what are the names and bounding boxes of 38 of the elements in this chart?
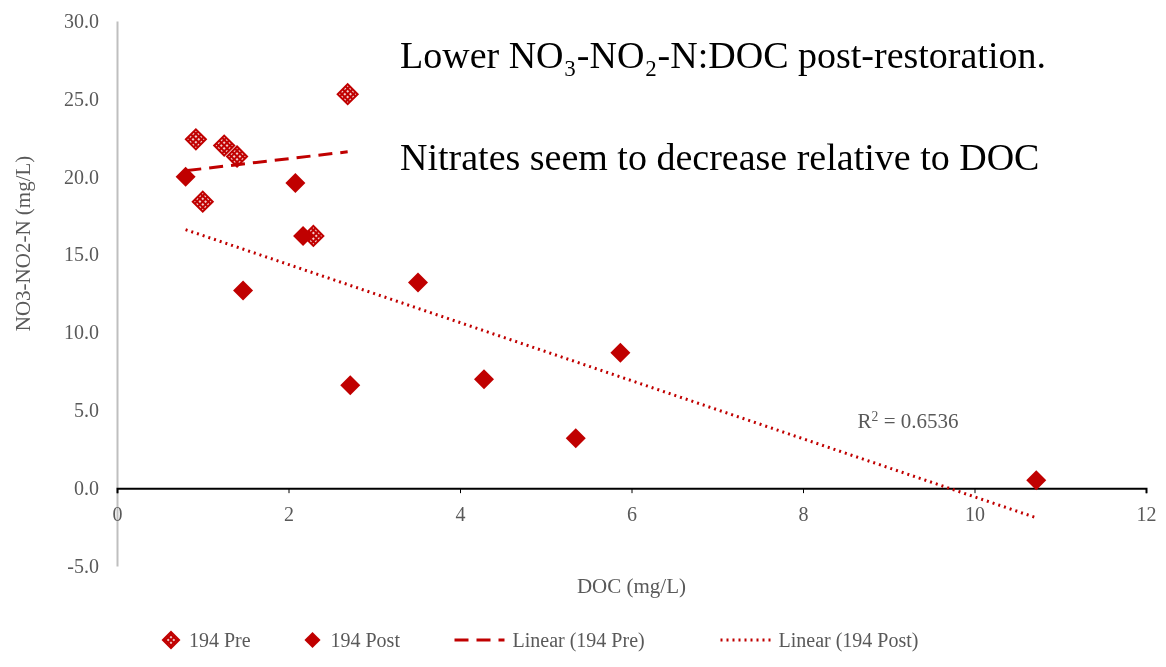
- y-axis-title: NO3-NO2-N (mg/L): [11, 155, 35, 332]
- point: [474, 369, 495, 390]
- annotation: Lower NO₃-NO₂-N:DOC post-restoration.: [400, 34, 1046, 76]
- point: [233, 280, 254, 301]
- point: [213, 134, 236, 157]
- x-tick-label: 12: [1136, 503, 1157, 526]
- legend-label: 194 Pre: [189, 629, 251, 651]
- point: [1026, 470, 1047, 491]
- annotation: R$^{2}$ = 0.6536: [857, 408, 959, 433]
- y-tick-label: 25.0: [64, 87, 99, 110]
- point: [293, 225, 314, 246]
- legend-label: Linear (194 Post): [778, 629, 919, 652]
- x-tick-label: 6: [627, 503, 637, 526]
- x-tick-label: 8: [798, 503, 809, 526]
- point: [336, 83, 359, 106]
- point: [285, 172, 306, 193]
- y-tick-label: 20.0: [64, 165, 99, 188]
- x-tick-label: 10: [965, 503, 985, 526]
- point: [175, 166, 196, 187]
- y-tick-label: -5.0: [67, 554, 99, 577]
- legend-label: 194 Post: [330, 629, 401, 651]
- point: [340, 375, 361, 396]
- y-tick-label: 10.0: [64, 321, 99, 344]
- point: [191, 190, 214, 213]
- x-axis-title: DOC (mg/L): [576, 574, 687, 598]
- point: [407, 272, 428, 293]
- y-tick-label: 0.0: [74, 477, 99, 500]
- y-tick-label: 15.0: [64, 243, 99, 266]
- y-tick-label: 5.0: [74, 399, 99, 422]
- point: [610, 342, 631, 363]
- annotation: Nitrates seem to decrease relative to DOC: [400, 136, 1040, 178]
- point: [184, 128, 207, 151]
- y-tick-label: 30.0: [64, 9, 99, 32]
- point: [565, 428, 586, 449]
- legend-label: Linear (194 Pre): [512, 629, 645, 652]
- x-tick-label: 0: [112, 503, 123, 526]
- x-tick-label: 4: [455, 503, 466, 526]
- x-tick-label: 2: [284, 503, 294, 526]
